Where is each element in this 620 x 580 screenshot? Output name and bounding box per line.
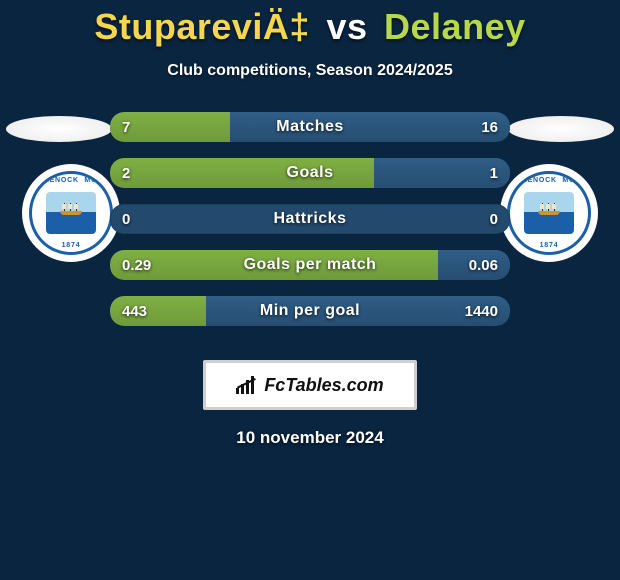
stat-label: Goals [110,158,510,188]
player2-club-crest: GREENOCK MORTON 1874 [500,164,598,262]
crest-text-top: GREENOCK MORTON [32,177,110,184]
brand-text: FcTables.com [264,375,383,396]
ship-icon [58,205,84,215]
stat-row: 716Matches [110,112,510,142]
stat-row: 21Goals [110,158,510,188]
crest-text-bottom: 1874 [510,242,588,249]
brand-box[interactable]: FcTables.com [203,360,417,410]
subtitle: Club competitions, Season 2024/2025 [0,62,620,80]
date-text: 10 november 2024 [0,428,620,448]
crest-text-top: GREENOCK MORTON [510,177,588,184]
stat-row: 0.290.06Goals per match [110,250,510,280]
player2-oval-icon [508,116,614,142]
stat-label: Hattricks [110,204,510,234]
stat-label: Matches [110,112,510,142]
ship-icon [536,205,562,215]
title: StupareviÄ‡ vs Delaney [0,0,620,48]
stat-row: 00Hattricks [110,204,510,234]
crest-text-bottom: 1874 [32,242,110,249]
stat-label: Goals per match [110,250,510,280]
vs-text: vs [326,6,367,47]
comparison-stage: GREENOCK MORTON 1874 GREENOCK MORTON [0,112,620,342]
bar-chart-icon [236,376,258,394]
player2-name: Delaney [384,6,526,47]
player1-club-crest: GREENOCK MORTON 1874 [22,164,120,262]
player1-oval-icon [6,116,112,142]
player1-name: StupareviÄ‡ [94,6,310,47]
stat-row: 4431440Min per goal [110,296,510,326]
stat-bars: 716Matches 21Goals 00Hattricks 0.290.06Goal… [110,112,510,342]
stat-label: Min per goal [110,296,510,326]
